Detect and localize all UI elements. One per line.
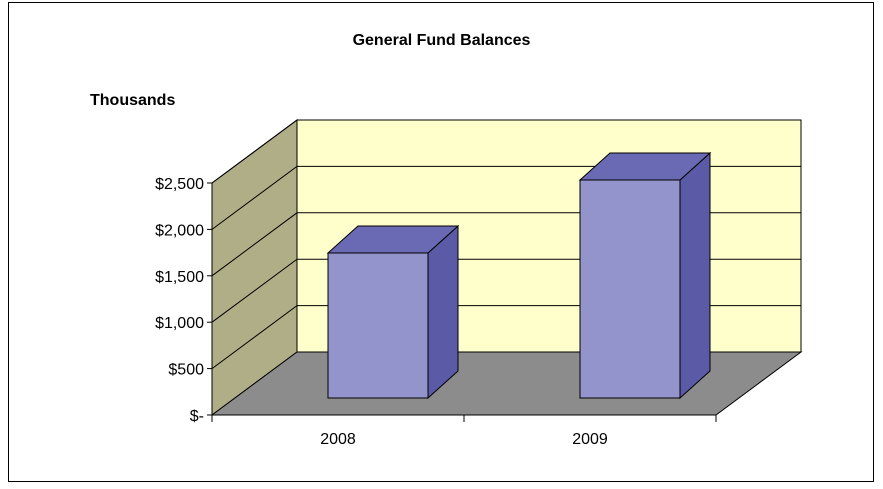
y-axis-label: Thousands <box>90 92 176 109</box>
bar-2009 <box>578 151 712 400</box>
x-tick-label: 2009 <box>572 431 608 448</box>
y-axis-ticks: $- $500 $1,000 $1,500 $2,000 $2,500 <box>155 176 213 425</box>
bar-front <box>327 252 429 399</box>
chart-title: General Fund Balances <box>352 32 531 49</box>
y-tick-label: $500 <box>168 362 204 379</box>
y-tick-label: $2,500 <box>155 176 204 193</box>
bars <box>326 151 712 400</box>
bar-top <box>578 152 712 181</box>
gridline <box>211 119 801 184</box>
bar-2008 <box>326 224 460 400</box>
bar-side <box>679 151 711 400</box>
bar-front <box>579 179 681 399</box>
y-tick-label: $1,500 <box>155 269 204 286</box>
bar-top <box>326 225 460 254</box>
x-tick-label: 2008 <box>320 431 356 448</box>
bar-side <box>427 224 459 400</box>
y-tick-label: $- <box>190 408 204 425</box>
x-axis-labels: 2008 2009 <box>211 415 717 448</box>
floor <box>210 351 803 416</box>
y-tick-label: $2,000 <box>155 222 204 239</box>
y-tick-label: $1,000 <box>155 315 204 332</box>
